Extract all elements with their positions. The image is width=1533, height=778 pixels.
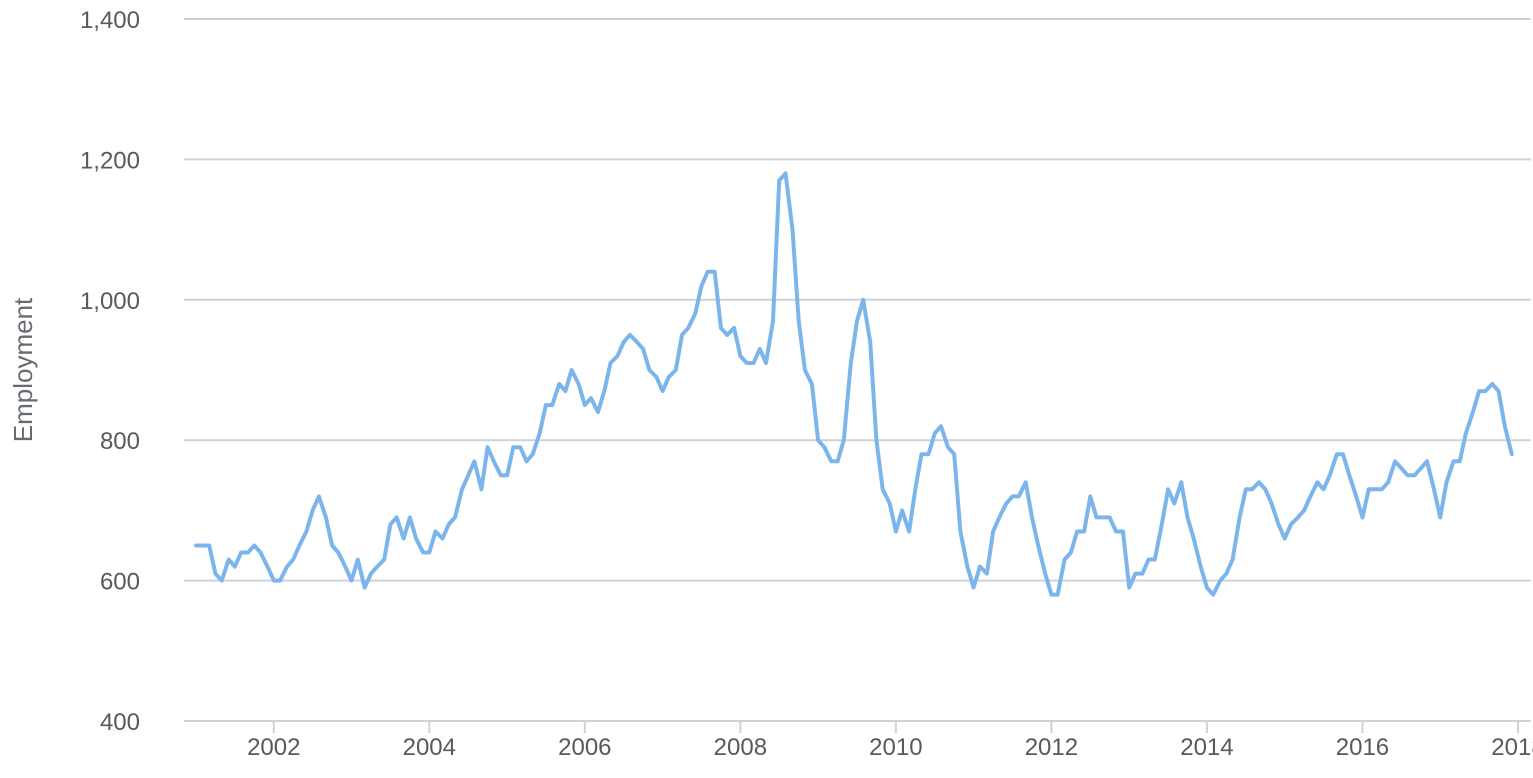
- y-tick-label: 1,400: [80, 7, 140, 34]
- x-tick-label: 2006: [558, 734, 611, 761]
- y-tick-label: 600: [100, 569, 140, 596]
- x-tick-label: 2002: [247, 734, 300, 761]
- y-tick-label: 1,200: [80, 147, 140, 174]
- y-tick-label: 1,000: [80, 288, 140, 315]
- y-tick-label: 400: [100, 709, 140, 736]
- series-line: [194, 171, 1514, 597]
- x-tick-label: 2008: [714, 734, 767, 761]
- y-tick-label: 800: [100, 428, 140, 455]
- y-axis-label: Employment: [8, 297, 38, 442]
- x-tick-label: 2018: [1491, 734, 1533, 761]
- series-layer: [194, 171, 1514, 597]
- x-tick-label: 2012: [1025, 734, 1078, 761]
- gridlines: [184, 18, 1531, 582]
- y-axis-ticks: 400 600 800 1,000 1,200 1,400: [80, 7, 140, 736]
- x-tick-label: 2004: [403, 734, 456, 761]
- x-tick-label: 2014: [1180, 734, 1233, 761]
- x-tick-label: 2010: [869, 734, 922, 761]
- x-axis: 2002 2004 2006 2008 2010 2012 2014 2016 2018: [184, 720, 1533, 761]
- x-tick-label: 2016: [1336, 734, 1389, 761]
